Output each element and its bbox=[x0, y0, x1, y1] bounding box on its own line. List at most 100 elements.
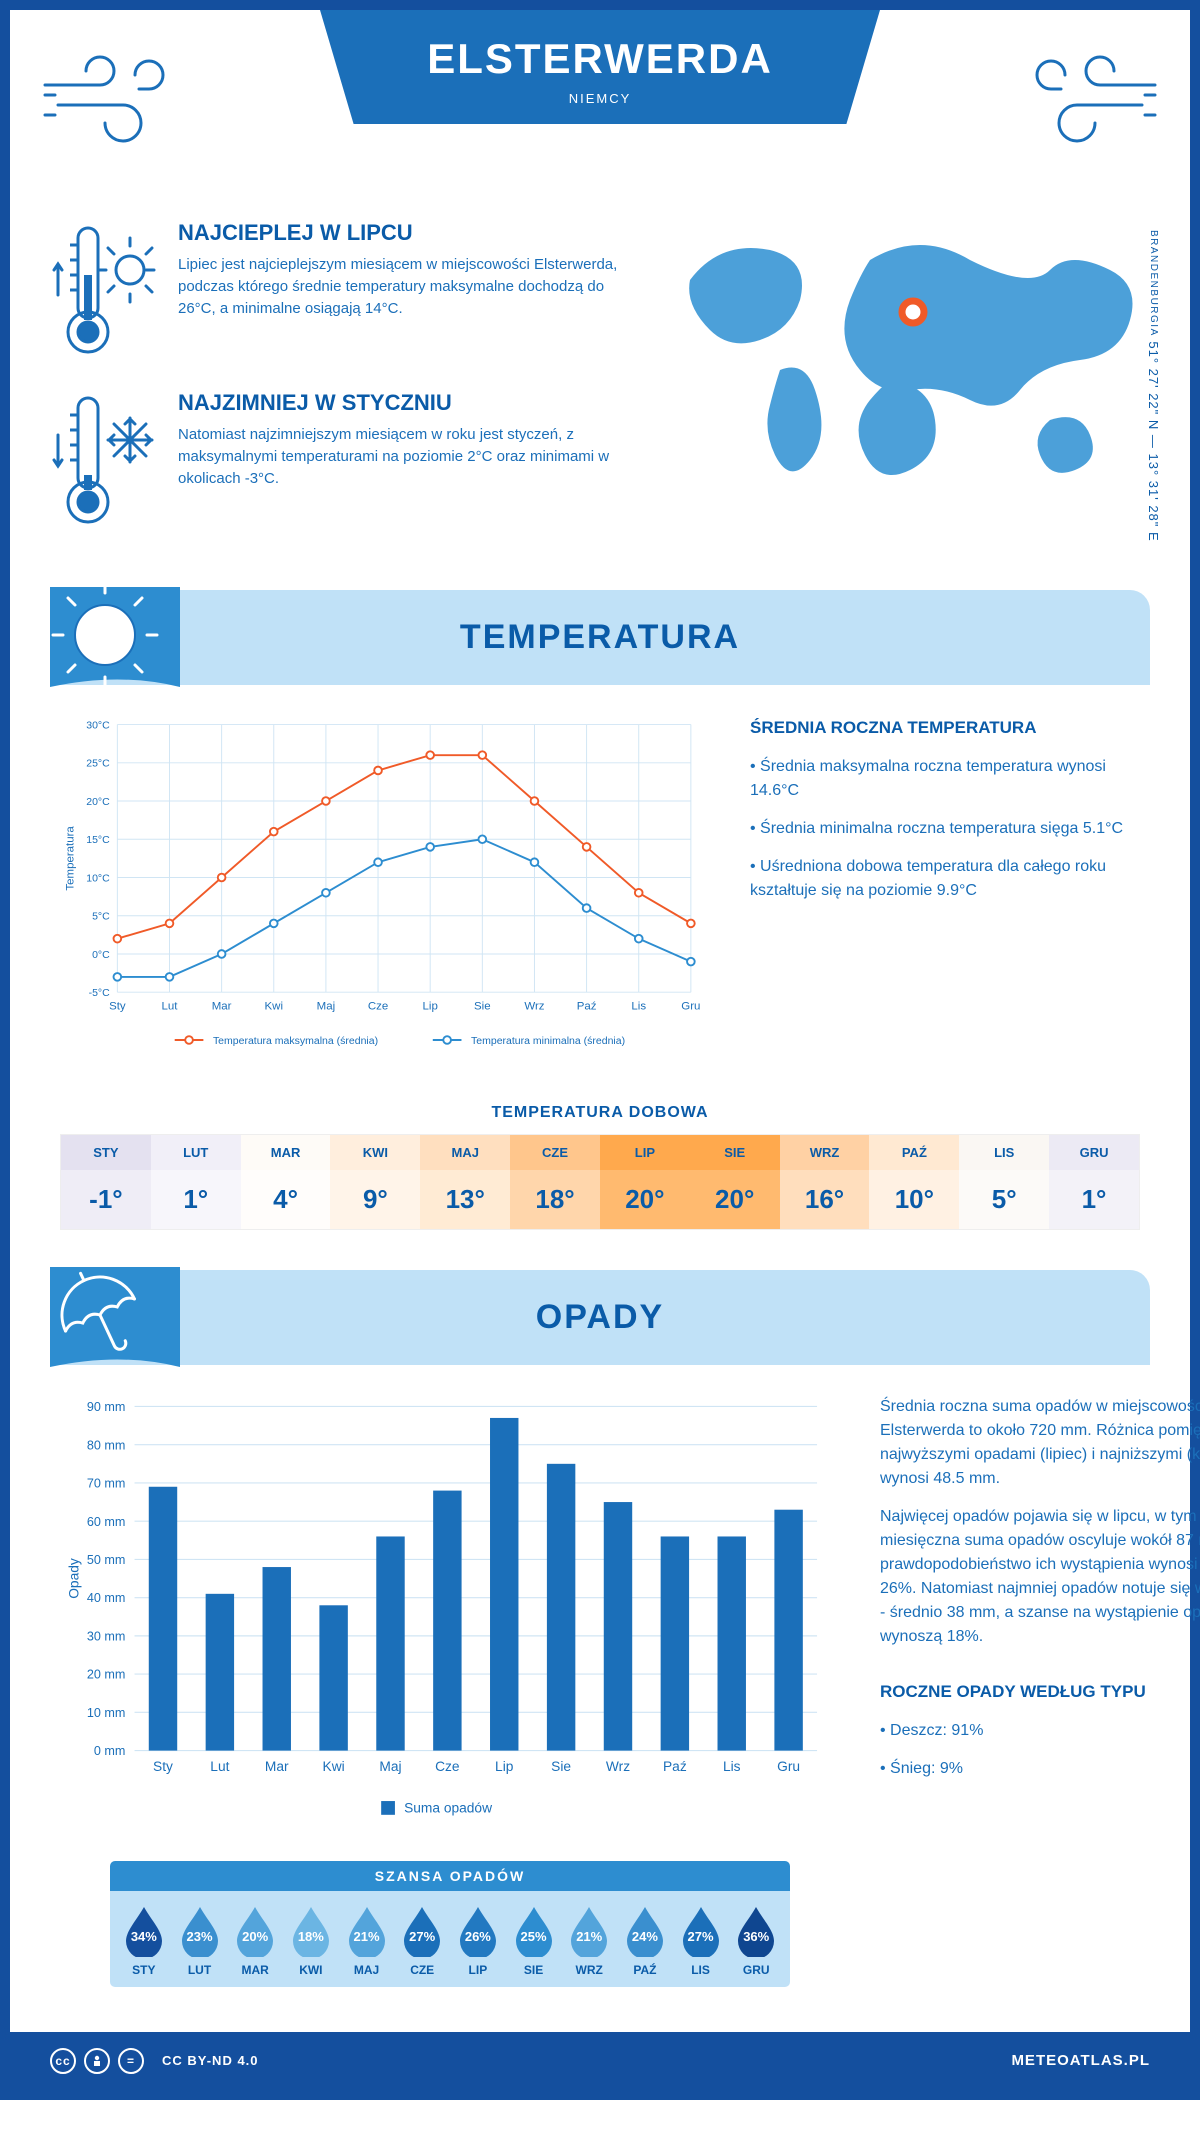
world-map-icon bbox=[670, 220, 1150, 500]
sun-icon bbox=[50, 587, 180, 687]
svg-text:30 mm: 30 mm bbox=[87, 1630, 126, 1644]
intro-section: NAJCIEPLEJ W LIPCU Lipiec jest najcieple… bbox=[10, 220, 1190, 590]
temperature-body: -5°C0°C5°C10°C15°C20°C25°C30°CStyLutMarK… bbox=[10, 685, 1190, 1084]
svg-text:20°C: 20°C bbox=[86, 796, 110, 808]
region-label: BRANDENBURGIA bbox=[1148, 230, 1159, 337]
svg-text:Gru: Gru bbox=[777, 1759, 800, 1774]
rain-text: Średnia roczna suma opadów w miejscowośc… bbox=[880, 1395, 1200, 1987]
svg-text:0°C: 0°C bbox=[92, 949, 110, 961]
rain-type-title: ROCZNE OPADY WEDŁUG TYPU bbox=[880, 1679, 1200, 1705]
svg-text:80 mm: 80 mm bbox=[87, 1438, 126, 1452]
wind-icon bbox=[1020, 45, 1160, 155]
daily-temp-cell: WRZ16° bbox=[780, 1135, 870, 1229]
svg-text:Temperatura minimalna (średnia: Temperatura minimalna (średnia) bbox=[471, 1035, 625, 1047]
svg-text:Sie: Sie bbox=[474, 1000, 491, 1012]
svg-text:Temperatura: Temperatura bbox=[64, 826, 76, 891]
site-name: METEOATLAS.PL bbox=[1011, 2052, 1150, 2069]
daily-temp-cell: PAŹ10° bbox=[869, 1135, 959, 1229]
svg-text:Gru: Gru bbox=[681, 1000, 700, 1012]
rain-chance-cell: 23%LUT bbox=[172, 1905, 228, 1977]
svg-text:Lip: Lip bbox=[423, 1000, 438, 1012]
city-title: ELSTERWERDA bbox=[330, 35, 870, 83]
temp-section-title: TEMPERATURA bbox=[460, 618, 740, 657]
warmest-title: NAJCIEPLEJ W LIPCU bbox=[178, 220, 640, 246]
rain-chance-cell: 36%GRU bbox=[728, 1905, 784, 1977]
svg-text:Kwi: Kwi bbox=[265, 1000, 283, 1012]
rain-chance-cell: 27%CZE bbox=[394, 1905, 450, 1977]
daily-temp-cell: KWI9° bbox=[330, 1135, 420, 1229]
svg-text:Sty: Sty bbox=[109, 1000, 126, 1012]
svg-text:Lut: Lut bbox=[162, 1000, 179, 1012]
daily-temp-cell: LIP20° bbox=[600, 1135, 690, 1229]
header: ELSTERWERDA NIEMCY bbox=[10, 10, 1190, 220]
daily-temp-cell: MAR4° bbox=[241, 1135, 331, 1229]
svg-text:40 mm: 40 mm bbox=[87, 1591, 126, 1605]
daily-temp-cell: MAJ13° bbox=[420, 1135, 510, 1229]
svg-text:Opady: Opady bbox=[66, 1558, 81, 1599]
daily-temp-table: STY-1°LUT1°MAR4°KWI9°MAJ13°CZE18°LIP20°S… bbox=[60, 1134, 1140, 1230]
svg-text:25°C: 25°C bbox=[86, 758, 110, 770]
svg-text:Lut: Lut bbox=[210, 1759, 229, 1774]
annual-temp-bullet: • Uśredniona dobowa temperatura dla całe… bbox=[750, 855, 1140, 903]
rain-body: 0 mm10 mm20 mm30 mm40 mm50 mm60 mm70 mm8… bbox=[10, 1365, 1190, 1992]
umbrella-icon bbox=[50, 1267, 180, 1367]
annual-temp-text: ŚREDNIA ROCZNA TEMPERATURA • Średnia mak… bbox=[750, 715, 1140, 1064]
svg-text:Sie: Sie bbox=[551, 1759, 571, 1774]
svg-text:70 mm: 70 mm bbox=[87, 1477, 126, 1491]
svg-text:Wrz: Wrz bbox=[606, 1759, 630, 1774]
daily-temp-cell: LUT1° bbox=[151, 1135, 241, 1229]
thermometer-hot-icon bbox=[50, 220, 160, 360]
svg-text:Lis: Lis bbox=[631, 1000, 646, 1012]
by-icon bbox=[84, 2048, 110, 2074]
svg-text:5°C: 5°C bbox=[92, 911, 110, 923]
rain-chance-title: SZANSA OPADÓW bbox=[110, 1861, 790, 1891]
coords-text: 51° 27' 22" N — 13° 31' 28" E bbox=[1146, 341, 1161, 541]
daily-temp-cell: STY-1° bbox=[61, 1135, 151, 1229]
svg-text:Maj: Maj bbox=[317, 1000, 335, 1012]
annual-temp-title: ŚREDNIA ROCZNA TEMPERATURA bbox=[750, 715, 1140, 741]
page: ELSTERWERDA NIEMCY bbox=[0, 0, 1200, 2100]
svg-text:Lip: Lip bbox=[495, 1759, 514, 1774]
svg-text:Wrz: Wrz bbox=[524, 1000, 544, 1012]
rain-chance-cell: 21%MAJ bbox=[339, 1905, 395, 1977]
svg-text:Cze: Cze bbox=[368, 1000, 388, 1012]
rain-section-title: OPADY bbox=[536, 1298, 664, 1337]
svg-text:30°C: 30°C bbox=[86, 719, 110, 731]
wind-icon bbox=[40, 45, 180, 155]
rain-chance-panel: SZANSA OPADÓW 34%STY23%LUT20%MAR18%KWI21… bbox=[110, 1861, 790, 1987]
svg-text:10°C: 10°C bbox=[86, 872, 110, 884]
title-banner: ELSTERWERDA NIEMCY bbox=[320, 10, 880, 124]
svg-text:Maj: Maj bbox=[379, 1759, 401, 1774]
warmest-block: NAJCIEPLEJ W LIPCU Lipiec jest najcieple… bbox=[50, 220, 640, 360]
rain-chance-cell: 27%LIS bbox=[673, 1905, 729, 1977]
coldest-text: Natomiast najzimniejszym miesiącem w rok… bbox=[178, 424, 640, 489]
svg-text:Suma opadów: Suma opadów bbox=[404, 1801, 492, 1816]
temperature-line-chart: -5°C0°C5°C10°C15°C20°C25°C30°CStyLutMarK… bbox=[60, 715, 710, 1059]
annual-temp-bullet: • Średnia minimalna roczna temperatura s… bbox=[750, 817, 1140, 841]
svg-text:90 mm: 90 mm bbox=[87, 1400, 126, 1414]
svg-text:Temperatura maksymalna (średni: Temperatura maksymalna (średnia) bbox=[213, 1035, 378, 1047]
svg-text:Lis: Lis bbox=[723, 1759, 741, 1774]
footer: cc = CC BY-ND 4.0 METEOATLAS.PL bbox=[10, 2032, 1190, 2090]
svg-text:0 mm: 0 mm bbox=[94, 1744, 126, 1758]
rain-section-header: OPADY bbox=[50, 1270, 1150, 1365]
rain-chance-cell: 24%PAŹ bbox=[617, 1905, 673, 1977]
svg-text:Cze: Cze bbox=[435, 1759, 460, 1774]
daily-temp-cell: CZE18° bbox=[510, 1135, 600, 1229]
annual-temp-bullet: • Średnia maksymalna roczna temperatura … bbox=[750, 755, 1140, 803]
svg-text:Paź: Paź bbox=[577, 1000, 597, 1012]
rain-type-bullet: • Śnieg: 9% bbox=[880, 1757, 1200, 1781]
warmest-text: Lipiec jest najcieplejszym miesiącem w m… bbox=[178, 254, 640, 319]
rain-chance-cell: 20%MAR bbox=[227, 1905, 283, 1977]
coldest-block: NAJZIMNIEJ W STYCZNIU Natomiast najzimni… bbox=[50, 390, 640, 530]
rain-chance-cell: 34%STY bbox=[116, 1905, 172, 1977]
svg-text:15°C: 15°C bbox=[86, 834, 110, 846]
coordinates: BRANDENBURGIA 51° 27' 22" N — 13° 31' 28… bbox=[1144, 230, 1162, 542]
temperature-section-header: TEMPERATURA bbox=[50, 590, 1150, 685]
svg-text:20 mm: 20 mm bbox=[87, 1668, 126, 1682]
svg-text:-5°C: -5°C bbox=[89, 987, 111, 999]
rain-chance-cell: 21%WRZ bbox=[561, 1905, 617, 1977]
svg-text:50 mm: 50 mm bbox=[87, 1553, 126, 1567]
country-subtitle: NIEMCY bbox=[330, 91, 870, 106]
rain-chance-cell: 26%LIP bbox=[450, 1905, 506, 1977]
